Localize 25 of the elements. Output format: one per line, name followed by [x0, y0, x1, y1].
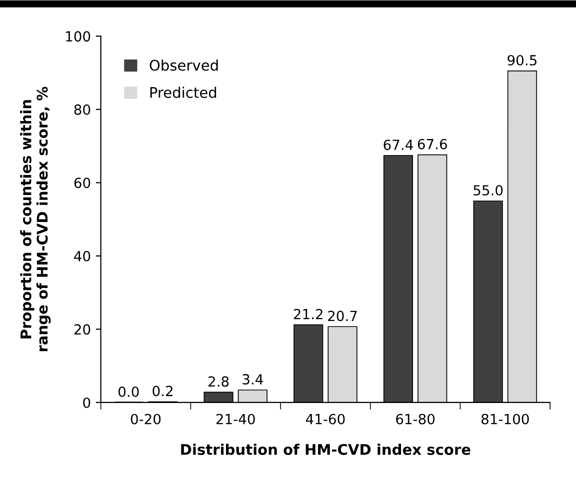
- y-tick-label: 40: [74, 250, 90, 262]
- data-label: 20.7: [328, 310, 357, 322]
- data-label: 67.6: [418, 138, 447, 150]
- data-label: 55.0: [474, 185, 503, 196]
- data-label: 90.5: [508, 54, 536, 66]
- y-axis-title: Proportion of counties within range of HM-CVD index score, %: [20, 86, 51, 352]
- y-tick-label: 20: [74, 324, 90, 335]
- x-tick-label: 21-40: [216, 414, 255, 424]
- y-tick-label: 100: [66, 31, 90, 42]
- data-label: 0.0: [118, 386, 139, 397]
- y-tick-label: 60: [74, 178, 90, 188]
- legend-label: Predicted: [150, 86, 216, 98]
- y-tick-label: 0: [83, 397, 90, 408]
- x-tick-label: 81-100: [481, 414, 529, 424]
- x-tick-label: 41-60: [306, 414, 345, 424]
- legend-label: Observed: [150, 59, 218, 71]
- x-axis-title: Distribution of HM-CVD index score: [181, 444, 470, 455]
- data-label: 21.2: [294, 308, 322, 320]
- data-label: 3.4: [242, 374, 263, 385]
- data-label: 67.4: [384, 140, 413, 150]
- data-label: 0.2: [152, 386, 172, 396]
- data-label: 2.8: [208, 376, 229, 387]
- x-tick-label: 0-20: [130, 414, 161, 424]
- x-tick-label: 61-80: [396, 414, 435, 424]
- y-tick-label: 80: [74, 104, 90, 115]
